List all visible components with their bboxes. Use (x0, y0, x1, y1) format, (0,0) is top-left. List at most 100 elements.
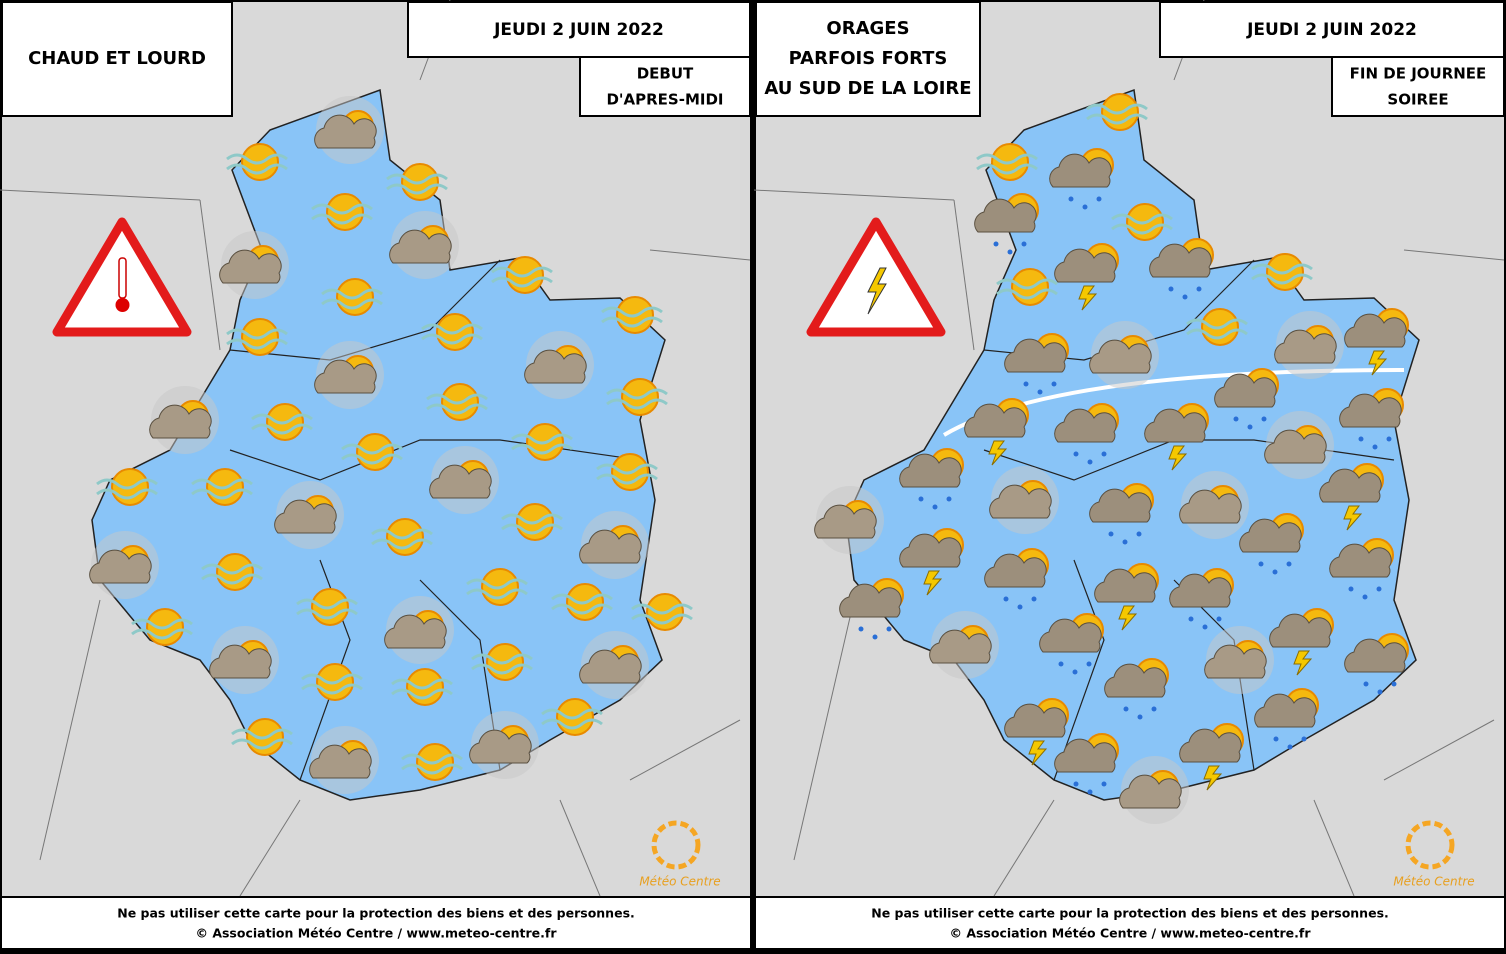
title-text: ORAGES (826, 18, 909, 39)
rain-drop (1273, 736, 1279, 742)
cloud-icon (1104, 663, 1167, 698)
haze-icon (231, 738, 293, 750)
haze-icon (341, 453, 403, 465)
cloud-icon (814, 504, 877, 539)
cloud-icon (1239, 518, 1302, 553)
haze-icon (226, 328, 288, 340)
cloud-icon (1039, 618, 1102, 653)
rain-drop (1023, 381, 1029, 387)
cloud-icon (1119, 774, 1182, 809)
rain-drop (1108, 531, 1114, 537)
logo-sun (1405, 820, 1455, 870)
rain-drop (1058, 661, 1064, 667)
haze-icon (551, 593, 613, 605)
cloud-icon (1179, 489, 1242, 524)
haze-icon (131, 618, 193, 630)
haze-icon (421, 333, 483, 345)
haze-icon (371, 538, 433, 550)
footer-text: Ne pas utiliser cette carte pour la prot… (117, 906, 635, 921)
cloud-icon (89, 549, 152, 584)
rain-drop (1348, 586, 1354, 592)
haze-icon (341, 443, 403, 455)
haze-icon (596, 463, 658, 475)
rain-drop (1362, 594, 1368, 600)
cloud-icon (1089, 339, 1152, 374)
period-box (579, 56, 751, 117)
rain-drop (1096, 196, 1102, 202)
rain-drop (1386, 436, 1392, 442)
period-text: SOIREE (1387, 91, 1448, 109)
rain-drop (1196, 286, 1202, 292)
haze-icon (191, 488, 253, 500)
rain-drop (1007, 249, 1013, 255)
thermometer-bulb (115, 298, 130, 312)
haze-icon (601, 306, 663, 318)
rain-drop (1003, 596, 1009, 602)
haze-icon (301, 673, 363, 685)
haze-icon (231, 728, 293, 740)
haze-icon (191, 478, 253, 490)
haze-icon (201, 563, 263, 575)
lightning-icon (923, 570, 943, 596)
boundary-line (1383, 719, 1495, 781)
cloud-icon (579, 529, 642, 564)
date-text: JEUDI 2 JUIN 2022 (1246, 20, 1417, 40)
rain-drop (1073, 451, 1079, 457)
haze-icon (996, 278, 1058, 290)
rain-drop (1182, 294, 1188, 300)
rain-drop (993, 241, 999, 247)
cloud-icon (209, 644, 272, 679)
rain-drop (1101, 451, 1107, 457)
cloud-icon (1004, 703, 1067, 738)
haze-icon (491, 266, 553, 278)
boundary-line (1403, 249, 1505, 261)
cloud-icon (1169, 573, 1232, 608)
cloud-icon (1339, 393, 1402, 428)
cloud-icon (984, 553, 1047, 588)
rain-drop (1031, 596, 1037, 602)
haze-icon (311, 213, 373, 225)
haze-icon (1251, 263, 1313, 275)
haze-icon (606, 398, 668, 410)
haze-icon (421, 323, 483, 335)
haze-icon (541, 718, 603, 730)
lightning-icon (1293, 650, 1313, 676)
cloud-icon (1329, 543, 1392, 578)
title-box (755, 1, 981, 117)
boundary-line (993, 799, 1055, 897)
boundary-line (629, 719, 741, 781)
footer-text: © Association Météo Centre / www.meteo-c… (195, 926, 557, 941)
haze-icon (631, 613, 693, 625)
department-border (1053, 559, 1105, 781)
cloud-icon (1274, 329, 1337, 364)
cloud-icon (1149, 243, 1212, 278)
cloud-icon (274, 499, 337, 534)
haze-icon (321, 298, 383, 310)
haze-icon (596, 473, 658, 485)
rain-drop (932, 504, 938, 510)
cloud-icon (1049, 153, 1112, 188)
rain-drop (1287, 744, 1293, 750)
cloud-icon (579, 649, 642, 684)
boundary-line (649, 249, 751, 261)
cloud-icon (469, 729, 532, 764)
period-text: D'APRES-MIDI (606, 91, 723, 109)
rain-drop (1017, 604, 1023, 610)
cloud-icon (309, 744, 372, 779)
rain-drop (1051, 381, 1057, 387)
haze-icon (401, 763, 463, 775)
lightning-icon (988, 440, 1008, 466)
haze-icon (551, 603, 613, 615)
cloud-icon (314, 359, 377, 394)
haze-icon (466, 578, 528, 590)
rain-drop (1363, 681, 1369, 687)
cloud-icon (1089, 488, 1152, 523)
date-box (407, 1, 751, 58)
cloud-icon (1054, 248, 1117, 283)
cloud-icon (524, 349, 587, 384)
haze-icon (96, 478, 158, 490)
rain-drop (1068, 196, 1074, 202)
cloud-icon (1094, 568, 1157, 603)
period-box (1331, 56, 1505, 117)
title-text: CHAUD ET LOURD (28, 48, 206, 69)
